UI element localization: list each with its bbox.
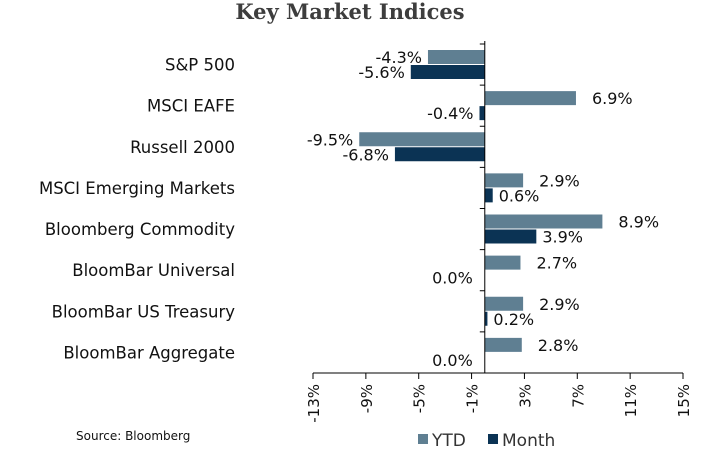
x-tick-label: 11% — [622, 384, 640, 417]
category-label: MSCI Emerging Markets — [39, 179, 235, 198]
data-label: 2.9% — [539, 295, 580, 314]
category-label: BloomBar Universal — [72, 261, 235, 280]
data-label: 0.6% — [499, 186, 540, 205]
data-label: 2.8% — [538, 336, 579, 355]
legend-swatch-ytd — [418, 434, 428, 444]
category-label: Russell 2000 — [130, 138, 235, 157]
legend-label: Month — [502, 431, 555, 451]
category-label: BloomBar Aggregate — [63, 343, 235, 362]
category-label: BloomBar US Treasury — [52, 302, 236, 321]
x-tick-label: 15% — [675, 384, 693, 417]
bar-month — [484, 311, 488, 326]
x-tick-label: -13% — [305, 384, 323, 423]
legend-label: YTD — [431, 431, 466, 451]
bar-ytd — [484, 296, 524, 311]
data-label: -0.4% — [427, 104, 473, 123]
category-label: S&P 500 — [165, 56, 235, 75]
bar-month — [484, 188, 493, 203]
bar-month — [479, 106, 485, 121]
data-label: 3.9% — [542, 228, 583, 247]
bar-month — [394, 147, 485, 162]
data-label: -5.6% — [358, 63, 404, 82]
chart-title: Key Market Indices — [235, 0, 464, 24]
x-tick-label: 3% — [516, 384, 534, 408]
data-label: 2.9% — [539, 171, 580, 190]
data-label: -9.5% — [307, 130, 353, 149]
data-label: 0.0% — [432, 351, 473, 370]
data-label: 2.7% — [536, 254, 577, 273]
bar-ytd — [484, 91, 576, 106]
bar-month — [484, 229, 537, 244]
data-label: -4.3% — [376, 48, 422, 67]
data-label: 0.2% — [493, 310, 534, 329]
legend-swatch-month — [488, 434, 498, 444]
bar-ytd — [484, 173, 524, 188]
category-label: Bloomberg Commodity — [45, 220, 235, 239]
data-label: 8.9% — [618, 213, 659, 232]
bar-ytd — [427, 50, 485, 64]
x-tick-label: -1% — [464, 384, 482, 413]
source-note: Source: Bloomberg — [76, 429, 190, 443]
data-label: 0.0% — [432, 269, 473, 288]
data-label: 6.9% — [592, 89, 633, 108]
x-tick-label: 7% — [569, 384, 587, 408]
bar-month — [410, 65, 485, 79]
bar-ytd — [359, 132, 485, 147]
category-label: MSCI EAFE — [147, 97, 235, 116]
data-label: -6.8% — [343, 145, 389, 164]
bar-ytd — [484, 214, 603, 229]
bar-ytd — [484, 255, 521, 270]
bar-ytd — [484, 337, 522, 352]
x-tick-label: -9% — [358, 384, 376, 413]
x-tick-label: -5% — [411, 384, 429, 413]
